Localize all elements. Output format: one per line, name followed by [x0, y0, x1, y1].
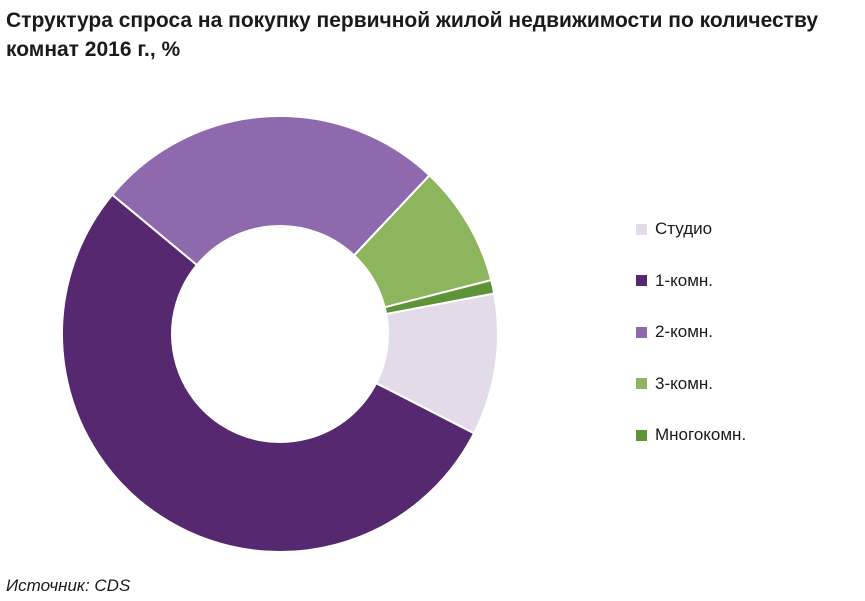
chart-title: Структура спроса на покупку первичной жи… [6, 9, 819, 61]
legend-swatch [636, 326, 647, 338]
legend-item: 3-комн. [636, 371, 746, 397]
legend-item: Студио [636, 216, 746, 242]
legend-label: 1-комн. [655, 270, 713, 290]
legend-swatch [636, 223, 647, 235]
slice-5 [383, 278, 496, 316]
slice-3 [110, 115, 431, 267]
legend-item: 1-комн. [636, 268, 746, 294]
legend-swatch [636, 429, 647, 441]
legend-item: 2-комн. [636, 319, 746, 345]
source-note: Источник: CDS [6, 576, 131, 595]
legend: Студио 1-комн. 2-комн. 3-комн. Многокомн. [636, 216, 746, 474]
legend-label: Студио [655, 219, 713, 238]
legend-label: 3-комн. [655, 373, 713, 393]
legend-label: 2-комн. [655, 322, 713, 341]
legend-swatch [636, 275, 647, 286]
legend-swatch [636, 378, 647, 389]
legend-item: Многокомн. [636, 422, 746, 448]
slice-2 [61, 193, 476, 553]
legend-label: Многокомн. [655, 425, 747, 444]
